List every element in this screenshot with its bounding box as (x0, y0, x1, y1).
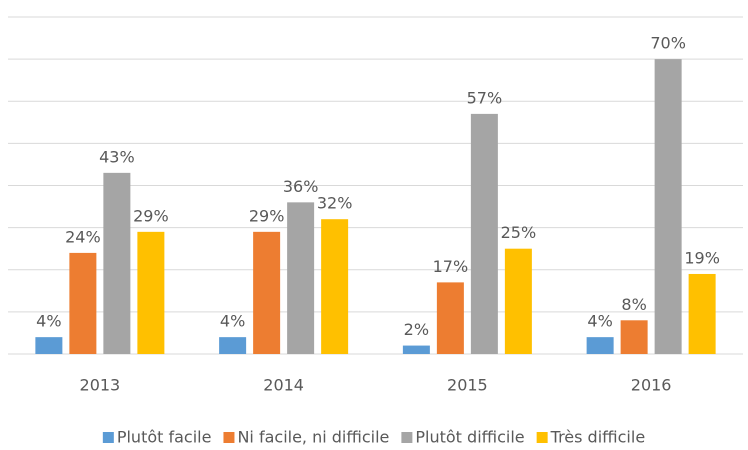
legend-label: Très difficile (550, 428, 646, 447)
data-label: 8% (621, 295, 646, 314)
x-tick-label: 2016 (631, 376, 672, 395)
data-label: 32% (317, 194, 353, 213)
data-label: 4% (36, 312, 61, 331)
data-label: 25% (501, 223, 537, 242)
data-label: 19% (684, 248, 720, 267)
data-label: 36% (283, 177, 319, 196)
data-label: 70% (650, 34, 686, 53)
x-tick-label: 2013 (80, 376, 121, 395)
data-label: 4% (587, 312, 612, 331)
legend-swatch (102, 432, 114, 443)
bar (103, 172, 131, 354)
bar (321, 219, 349, 354)
data-label: 57% (467, 88, 503, 107)
bar (654, 59, 682, 354)
legend-swatch (536, 432, 548, 443)
bar (253, 231, 281, 354)
data-label: 43% (99, 147, 135, 166)
bar (137, 231, 165, 354)
bar (402, 345, 430, 354)
data-label: 4% (220, 312, 245, 331)
data-label: 29% (133, 206, 169, 225)
data-label: 2% (404, 320, 429, 339)
bar (219, 337, 247, 354)
bar (504, 248, 532, 354)
data-label: 29% (249, 206, 285, 225)
bar (620, 320, 648, 354)
bar (69, 252, 97, 354)
legend-swatch (401, 432, 413, 443)
legend-label: Plutôt difficile (415, 428, 524, 447)
legend-swatch (223, 432, 235, 443)
bar (470, 113, 498, 354)
legend-label: Ni facile, ni difficile (237, 428, 389, 447)
data-label: 17% (433, 257, 469, 276)
x-tick-label: 2015 (447, 376, 488, 395)
legend-label: Plutôt facile (117, 428, 212, 447)
bar (287, 202, 315, 354)
bar (436, 282, 464, 354)
x-tick-label: 2014 (263, 376, 304, 395)
bar (586, 337, 614, 354)
bar (688, 273, 716, 354)
data-label: 24% (65, 227, 101, 246)
bar (35, 337, 63, 354)
